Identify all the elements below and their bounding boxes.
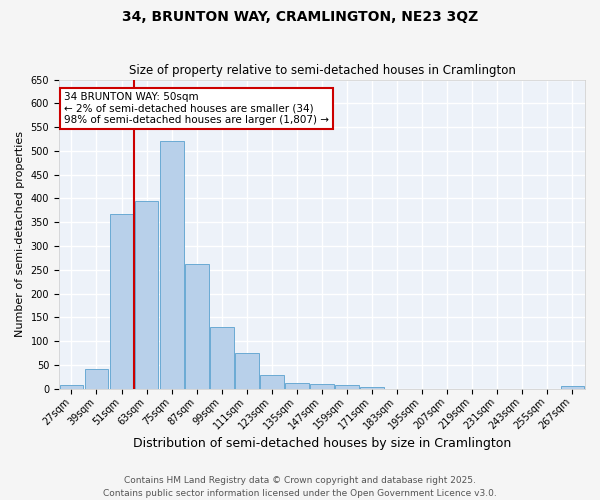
Text: 34, BRUNTON WAY, CRAMLINGTON, NE23 3QZ: 34, BRUNTON WAY, CRAMLINGTON, NE23 3QZ xyxy=(122,10,478,24)
Bar xyxy=(335,385,359,389)
Bar xyxy=(59,385,83,389)
Bar xyxy=(85,369,109,389)
Title: Size of property relative to semi-detached houses in Cramlington: Size of property relative to semi-detach… xyxy=(128,64,515,77)
Bar xyxy=(210,327,233,389)
Bar xyxy=(134,201,158,389)
Text: 34 BRUNTON WAY: 50sqm
← 2% of semi-detached houses are smaller (34)
98% of semi-: 34 BRUNTON WAY: 50sqm ← 2% of semi-detac… xyxy=(64,92,329,125)
Bar xyxy=(110,214,133,389)
Y-axis label: Number of semi-detached properties: Number of semi-detached properties xyxy=(15,131,25,337)
X-axis label: Distribution of semi-detached houses by size in Cramlington: Distribution of semi-detached houses by … xyxy=(133,437,511,450)
Bar xyxy=(185,264,209,389)
Bar xyxy=(260,374,284,389)
Bar xyxy=(560,386,584,389)
Bar xyxy=(160,142,184,389)
Bar xyxy=(235,352,259,389)
Bar xyxy=(285,383,309,389)
Bar xyxy=(360,388,384,389)
Bar xyxy=(310,384,334,389)
Text: Contains HM Land Registry data © Crown copyright and database right 2025.
Contai: Contains HM Land Registry data © Crown c… xyxy=(103,476,497,498)
